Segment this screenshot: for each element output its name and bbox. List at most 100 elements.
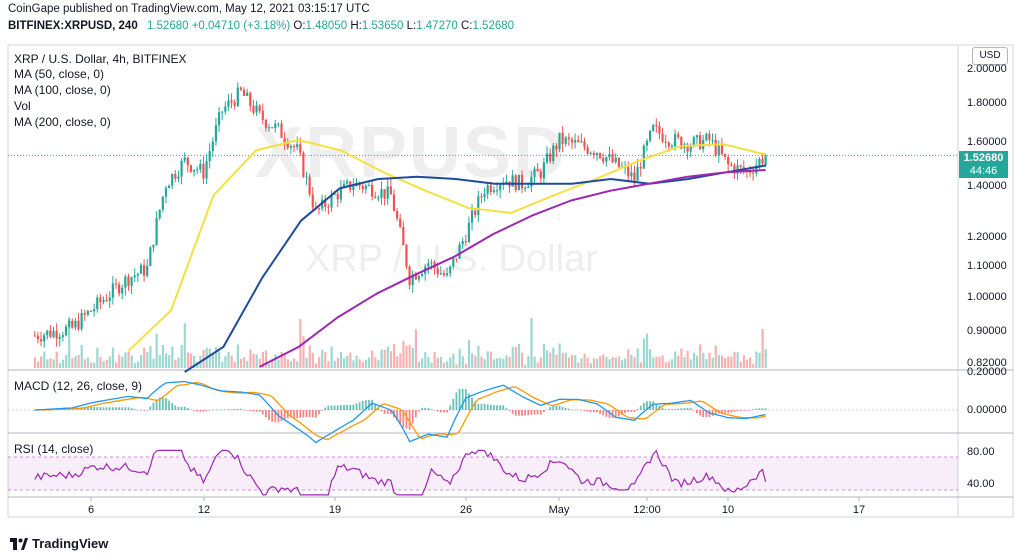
volume-bar — [589, 363, 592, 368]
candle-body — [449, 266, 452, 274]
macd-histogram-bar — [311, 410, 314, 418]
macd-histogram-bar — [193, 410, 195, 411]
chart-frame — [7, 44, 1014, 518]
volume-bar — [289, 361, 293, 368]
volume-bar — [511, 346, 514, 368]
volume-bar — [452, 353, 455, 368]
candle-body — [196, 169, 199, 171]
candle-body — [442, 273, 446, 276]
legend-ma50[interactable]: MA (50, close, 0) — [14, 67, 105, 81]
candle-body — [311, 194, 314, 208]
macd-histogram-bar — [408, 410, 411, 430]
candle-body — [549, 153, 552, 162]
volume-bar — [111, 347, 115, 368]
date-tick: 6 — [87, 504, 95, 516]
candle-body — [380, 189, 383, 198]
macd-histogram-bar — [464, 389, 467, 410]
volume-bar — [514, 347, 517, 368]
volume-bar — [564, 352, 567, 368]
macd-histogram-bar — [755, 408, 758, 410]
macd-histogram-bar — [115, 407, 117, 410]
macd-histogram-bar — [702, 410, 705, 418]
candle-body — [511, 175, 514, 187]
candle-body — [327, 206, 330, 208]
macd-histogram-bar — [742, 410, 745, 411]
volume-bar — [627, 349, 630, 368]
macd-histogram-bar — [452, 398, 455, 410]
volume-bar — [605, 357, 608, 368]
volume-bar — [745, 359, 749, 368]
chart-title: XRP / U.S. Dollar, 4h, BITFINEX — [14, 52, 187, 66]
macd-histogram-bar — [321, 410, 324, 411]
volume-bar — [408, 344, 411, 368]
candle-body — [189, 165, 193, 172]
macd-histogram-bar — [215, 409, 217, 411]
candle-body — [608, 154, 611, 158]
date-tick: 17 — [852, 504, 866, 516]
candle-body — [439, 273, 442, 275]
candle-body — [399, 218, 402, 227]
macd-histogram-bar — [692, 410, 695, 411]
macd-histogram-bar — [564, 407, 567, 410]
volume-bar — [639, 362, 642, 368]
currency-button[interactable]: USD — [972, 47, 1008, 65]
macd-histogram-bar — [461, 389, 464, 410]
macd-signal-line — [34, 382, 766, 440]
macd-histogram-bar — [611, 410, 614, 419]
candle-body — [133, 275, 136, 278]
volume-bar — [214, 347, 218, 368]
volume-bar — [480, 356, 483, 368]
volume-bar — [724, 358, 727, 368]
volume-bar — [758, 352, 761, 368]
candle-body — [93, 309, 96, 312]
candle-body — [277, 123, 280, 125]
candle-body — [49, 330, 52, 337]
macd-histogram-bar — [111, 407, 114, 410]
macd-histogram-bar — [605, 410, 608, 417]
volume-bar — [683, 356, 686, 368]
macd-histogram-bar — [240, 409, 242, 410]
macd-histogram-bar — [674, 408, 676, 410]
candle-body — [467, 222, 471, 243]
macd-histogram-bar — [136, 409, 139, 411]
macd-histogram-bar — [433, 410, 436, 411]
macd-histogram-bar — [583, 410, 586, 412]
candle-body — [377, 197, 380, 199]
symbol-label: BITFINEX:XRPUSD, 240 — [8, 20, 138, 32]
legend-ma200[interactable]: MA (200, close, 0) — [14, 115, 111, 129]
candle-body — [630, 172, 633, 177]
macd-histogram-bar — [133, 408, 136, 410]
macd-histogram-bar — [758, 408, 761, 410]
volume-bar — [733, 351, 736, 368]
macd-histogram-bar — [280, 410, 283, 422]
macd-histogram-bar — [514, 410, 517, 416]
volume-bar — [524, 364, 527, 368]
close-value: 1.52680 — [472, 20, 515, 32]
legend-vol[interactable]: Vol — [14, 99, 31, 113]
volume-bar — [692, 352, 696, 368]
macd-histogram-bar — [364, 400, 367, 410]
volume-bar — [146, 352, 149, 368]
candle-body — [274, 123, 277, 129]
legend-macd[interactable]: MACD (12, 26, close, 9) — [14, 379, 143, 393]
legend-ma100[interactable]: MA (100, close, 0) — [14, 83, 111, 97]
candle-body — [199, 163, 202, 170]
volume-bar — [127, 351, 130, 368]
candle-body — [486, 185, 489, 194]
macd-histogram-bar — [458, 388, 461, 410]
candle-body — [570, 139, 574, 143]
candle-body — [558, 132, 561, 150]
macd-histogram-bar — [411, 410, 414, 424]
macd-histogram-bar — [152, 402, 155, 410]
candle-body — [96, 297, 99, 310]
macd-histogram-bar — [642, 402, 645, 410]
macd-histogram-bar — [586, 410, 589, 412]
legend-rsi[interactable]: RSI (14, close) — [14, 442, 94, 456]
macd-histogram-bar — [633, 410, 636, 413]
macd-histogram-bar — [592, 410, 595, 413]
tradingview-logo[interactable]: TradingView — [10, 536, 108, 551]
volume-bar — [436, 357, 439, 368]
candle-body — [264, 119, 268, 128]
macd-histogram-bar — [649, 401, 651, 410]
